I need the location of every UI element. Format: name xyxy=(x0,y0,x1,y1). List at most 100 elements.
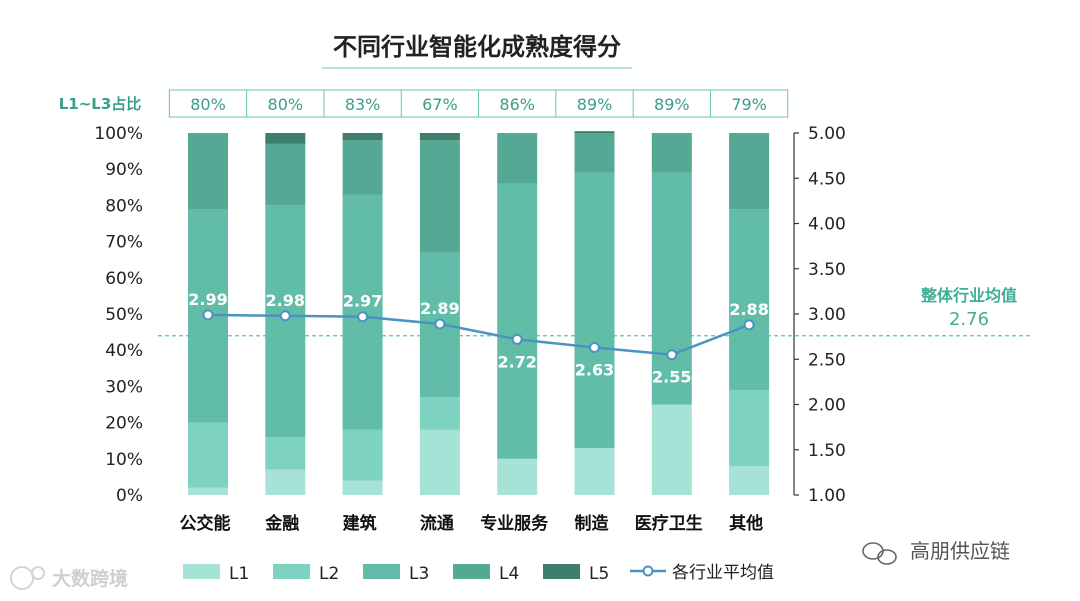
x-axis-categories: 公交能 金融 建筑 流通 专业服务 制造 医疗卫生 其他 xyxy=(180,513,764,534)
average-data-label: 2.98 xyxy=(266,291,305,310)
legend-label: L2 xyxy=(319,564,339,584)
legend-line-marker xyxy=(642,565,654,577)
left-axis-tick: 20% xyxy=(105,414,143,434)
average-point xyxy=(434,318,446,330)
share-cell-value: 83% xyxy=(345,95,381,114)
average-data-label: 2.72 xyxy=(497,352,536,371)
average-point xyxy=(666,349,678,361)
overall-average-value: 2.76 xyxy=(949,309,989,330)
average-point xyxy=(589,341,600,353)
category-label: 医疗卫生 xyxy=(635,513,703,534)
legend-label: L5 xyxy=(589,564,609,584)
left-axis-tick: 30% xyxy=(105,377,143,397)
share-cell-value: 67% xyxy=(422,95,458,114)
average-point xyxy=(279,310,291,322)
category-label: 建筑 xyxy=(343,513,377,534)
category-label: 公交能 xyxy=(180,513,231,534)
bar-segment-l1 xyxy=(419,429,460,495)
average-data-label: 2.97 xyxy=(343,292,382,311)
bar-segment-l1 xyxy=(651,404,692,495)
right-axis-tick: 2.50 xyxy=(808,350,846,370)
category-label: 其他 xyxy=(729,513,763,534)
weibo-icon xyxy=(10,566,45,590)
category-label: 专业服务 xyxy=(480,513,549,534)
average-point xyxy=(357,311,369,323)
bar-segment-l1 xyxy=(265,469,306,495)
right-axis-tick: 4.00 xyxy=(808,215,846,235)
average-data-label: 2.88 xyxy=(729,300,768,319)
average-data-label: 2.89 xyxy=(420,299,459,318)
overall-average-label: 整体行业均值 xyxy=(920,286,1017,305)
category-label: 金融 xyxy=(264,513,299,534)
bar-segment-l4 xyxy=(497,133,538,184)
average-data-label: 2.99 xyxy=(188,290,227,309)
bar-segment-l2 xyxy=(188,422,228,488)
average-data-label: 2.55 xyxy=(652,368,691,387)
bar-segment-l4 xyxy=(265,143,306,206)
right-axis-tick: 3.50 xyxy=(808,260,846,280)
right-axis-tick: 5.00 xyxy=(808,124,846,144)
bar-segment-l1 xyxy=(497,458,538,495)
left-axis-tick: 100% xyxy=(94,124,143,144)
right-axis-tick: 2.00 xyxy=(808,396,846,416)
bar-segment-l2 xyxy=(265,437,306,470)
average-data-label: 2.63 xyxy=(575,360,614,379)
left-y-axis: 0% 10% 20% 30% 40% 50% 60% 70% 80% 90% 100% xyxy=(94,124,143,506)
legend-swatch-l1 xyxy=(183,564,220,579)
legend-label: L4 xyxy=(499,564,519,584)
left-axis-tick: 90% xyxy=(105,160,143,180)
bar-segment-l5 xyxy=(265,133,306,144)
bar-segment-l4 xyxy=(574,133,615,173)
bar-segment-l5 xyxy=(574,131,615,133)
bar-segment-l3 xyxy=(729,209,770,391)
bar-segment-l1 xyxy=(188,487,228,495)
l1-l3-share-row: 80% 80% 83% 67% 86% 89% 89% 79% xyxy=(168,89,789,118)
bar-segment-l2 xyxy=(342,429,383,481)
bar-segment-l1 xyxy=(574,447,615,495)
category-label: 制造 xyxy=(575,513,610,534)
average-point xyxy=(511,333,523,345)
share-cell-value: 80% xyxy=(190,95,226,114)
left-axis-tick: 10% xyxy=(105,450,143,470)
left-axis-tick: 60% xyxy=(105,269,143,289)
right-axis-tick: 4.50 xyxy=(808,169,846,189)
bar-segment-l2 xyxy=(419,397,460,430)
watermark-right: 高朋供应链 xyxy=(910,539,1010,563)
left-axis-tick: 80% xyxy=(105,196,143,216)
bar-segment-l4 xyxy=(729,133,770,210)
right-axis-tick: 1.50 xyxy=(808,441,846,461)
bar-segment-l5 xyxy=(419,133,460,141)
bar-segment-l2 xyxy=(729,390,770,467)
left-axis-tick: 70% xyxy=(105,233,143,253)
bar-segment-l4 xyxy=(342,140,383,195)
legend-label: 各行业平均值 xyxy=(672,563,774,583)
legend-label: L1 xyxy=(229,564,249,584)
watermark-left: 大数跨境 xyxy=(52,567,128,590)
category-label: 流通 xyxy=(420,513,454,534)
legend-swatch-l3 xyxy=(363,564,400,579)
bar-segment-l1 xyxy=(342,480,383,495)
l1-l3-share-label: L1~L3占比 xyxy=(59,95,142,113)
wechat-icon xyxy=(862,542,897,565)
bar-segment-l4 xyxy=(188,133,228,210)
legend-label: L3 xyxy=(409,564,429,584)
legend: L1 L2 L3 L4 L5 各行业平均值 xyxy=(183,563,774,584)
bar-segment-l4 xyxy=(651,133,692,173)
share-cell-value: 89% xyxy=(577,95,613,114)
bar-segment-l3 xyxy=(574,172,615,448)
share-cell-value: 89% xyxy=(654,95,690,114)
bar-segment-l3 xyxy=(497,183,538,459)
average-point xyxy=(202,309,214,321)
share-cell-value: 80% xyxy=(268,95,304,114)
bar-segment-l1 xyxy=(729,466,770,495)
share-cell-value: 86% xyxy=(499,95,535,114)
average-point xyxy=(743,319,755,331)
left-axis-tick: 40% xyxy=(105,341,143,361)
legend-swatch-l5 xyxy=(543,564,580,579)
bar-segment-l4 xyxy=(419,140,460,253)
right-y-axis: 1.00 1.50 2.00 2.50 3.00 3.50 4.00 4.50 5.00 xyxy=(793,124,846,506)
legend-swatch-l2 xyxy=(273,564,310,579)
right-axis-tick: 1.00 xyxy=(808,486,846,506)
chart-title: 不同行业智能化成熟度得分 xyxy=(333,33,621,61)
